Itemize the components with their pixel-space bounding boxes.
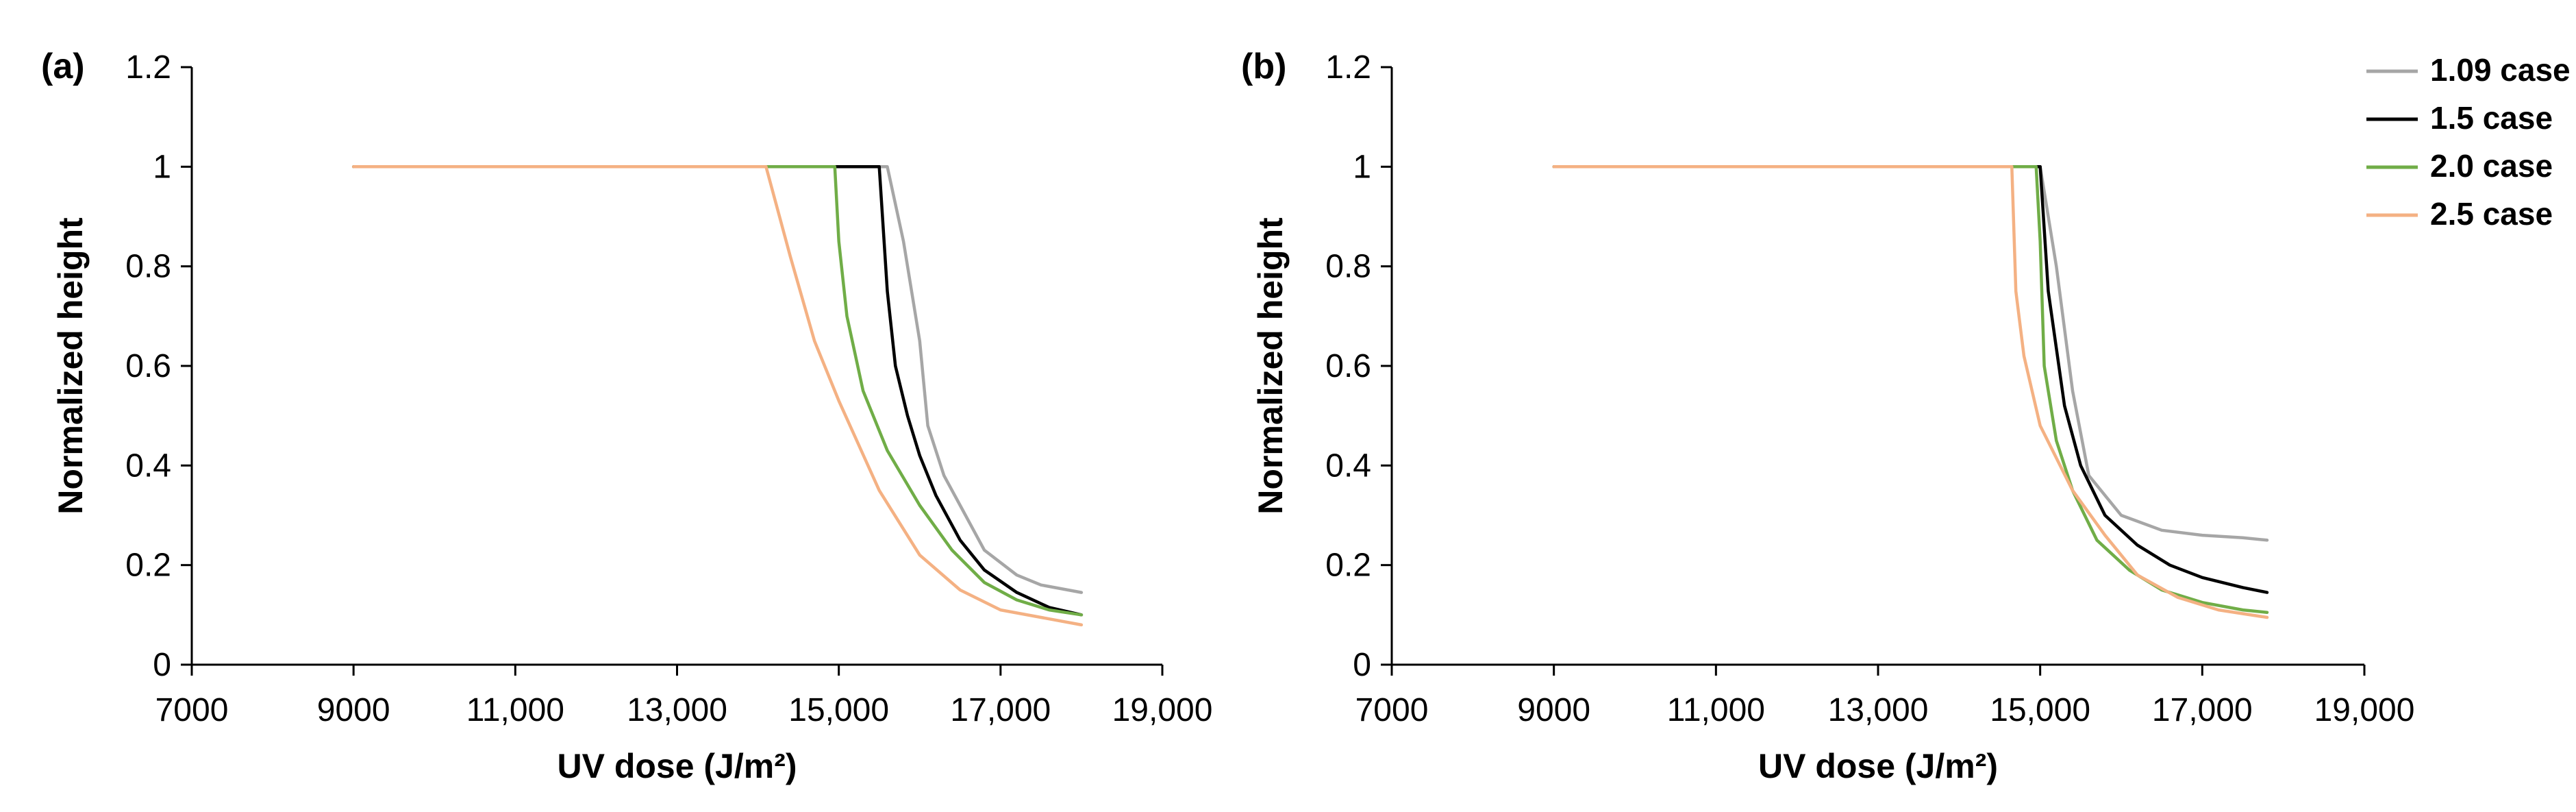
x-tick-label: 9000 <box>1517 692 1590 728</box>
y-tick-label: 1.2 <box>125 49 171 86</box>
y-tick-label: 0 <box>1353 647 1371 683</box>
x-tick-label: 9000 <box>317 692 390 728</box>
x-tick-label: 11,000 <box>466 692 564 728</box>
x-tick-label: 15,000 <box>788 692 889 728</box>
y-tick-label: 1 <box>153 149 171 185</box>
x-tick-label: 7000 <box>155 692 229 728</box>
series-line-1-09-case <box>351 165 1084 594</box>
series-line-2-0-case <box>1552 165 2269 614</box>
y-axis-title: Normalized height <box>51 217 90 515</box>
legend-label: 1.5 case <box>2430 100 2553 136</box>
legend-label: 1.09 case <box>2430 52 2571 88</box>
y-tick-label: 0.4 <box>1325 447 1371 484</box>
y-tick-label: 0.4 <box>125 447 171 484</box>
x-tick-label: 17,000 <box>2152 692 2253 728</box>
panel-label: (a) <box>41 47 85 86</box>
y-tick-label: 0.2 <box>1325 548 1371 584</box>
x-axis-title: UV dose (J/m²) <box>1758 747 1998 785</box>
y-tick-label: 0.6 <box>1325 348 1371 384</box>
x-axis-title: UV dose (J/m²) <box>557 747 797 785</box>
x-tick-label: 19,000 <box>2314 692 2415 728</box>
series-line-2-0-case <box>351 165 1084 617</box>
y-tick-label: 1.2 <box>1325 49 1371 86</box>
x-tick-label: 13,000 <box>627 692 727 728</box>
y-tick-label: 0 <box>153 647 171 683</box>
panel-label: (b) <box>1241 47 1286 86</box>
y-tick-label: 0.2 <box>125 548 171 584</box>
series-line-2-5-case <box>1552 165 2269 619</box>
series-line-1-09-case <box>1552 165 2269 542</box>
chart-panel-a: 0 0.2 0.4 0.6 0.8 1 1.2 7000 9000 11,000 13,000 15,… <box>41 47 1212 785</box>
y-tick-label: 0.6 <box>125 348 171 384</box>
x-tick-label: 13,000 <box>1828 692 1929 728</box>
series-line-1-5-case <box>351 165 1084 617</box>
x-tick-label: 17,000 <box>950 692 1051 728</box>
series-line-2-5-case <box>351 165 1084 627</box>
legend: 1.09 case 1.5 case 2.0 case 2.5 case <box>2366 52 2571 232</box>
x-tick-label: 15,000 <box>1990 692 2090 728</box>
y-axis-title: Normalized height <box>1251 217 1290 515</box>
legend-label: 2.5 case <box>2430 196 2553 232</box>
series-line-1-5-case <box>1552 165 2269 594</box>
chart-panel-b: 0 0.2 0.4 0.6 0.8 1 1.2 7000 9000 11,000 13,000 15,… <box>1241 47 2414 785</box>
x-tick-label: 7000 <box>1355 692 1429 728</box>
y-tick-label: 0.8 <box>1325 249 1371 285</box>
legend-label: 2.0 case <box>2430 148 2553 184</box>
y-tick-label: 0.8 <box>125 249 171 285</box>
x-tick-label: 19,000 <box>1112 692 1213 728</box>
x-tick-label: 11,000 <box>1667 692 1765 728</box>
y-tick-label: 1 <box>1353 149 1371 185</box>
